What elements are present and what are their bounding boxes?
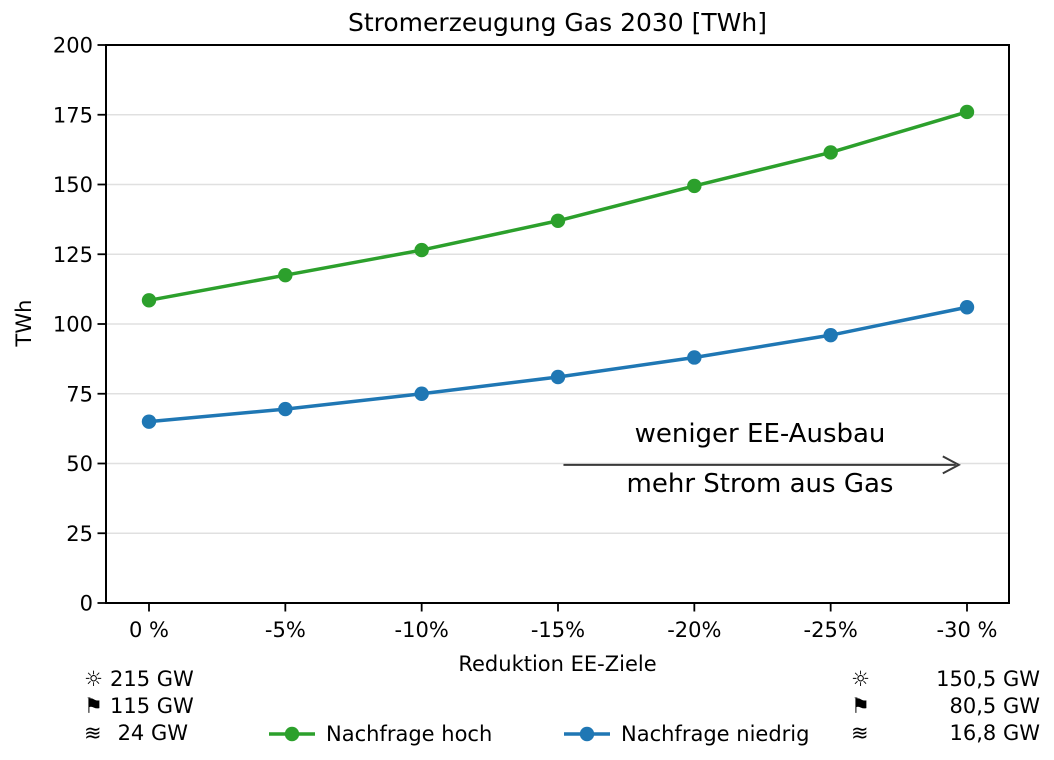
x-tick-label: -20% (667, 618, 721, 642)
data-point-nachfrage-hoch (141, 293, 157, 308)
flag-icon: ⚑ (84, 694, 103, 718)
capacity-value: 215 GW (110, 667, 194, 691)
x-tick-label: -5% (265, 618, 306, 642)
y-tick-label: 0 (80, 592, 93, 616)
data-point-nachfrage-niedrig (550, 369, 566, 385)
capacity-value: 24 GW (117, 721, 188, 745)
annotation-line2: mehr Strom aus Gas (626, 469, 894, 499)
series-line-nachfrage-hoch (148, 110, 968, 303)
legend-line-marker-icon (564, 726, 610, 742)
capacity-value: 80,5 GW (949, 694, 1040, 718)
x-tick-label: -25% (804, 618, 858, 642)
data-point-nachfrage-niedrig (414, 386, 429, 401)
y-tick-label: 50 (66, 452, 93, 476)
y-tick-label: 125 (53, 243, 93, 267)
y-tick-label: 100 (53, 313, 93, 337)
data-point-nachfrage-niedrig (278, 401, 293, 417)
x-tick-label: 0 % (129, 618, 169, 642)
annotation-line1: weniger EE-Ausbau (634, 419, 886, 449)
sun-icon: ☼ (851, 667, 870, 691)
waves-icon: ≋ (84, 721, 102, 745)
data-point-nachfrage-niedrig (687, 350, 702, 365)
flag-icon: ⚑ (851, 694, 870, 718)
capacity-row: ☼ 150,5 GW (851, 666, 1040, 693)
x-tick-label: -30 % (937, 618, 998, 642)
annotation-arrow-head (942, 455, 961, 475)
data-point-nachfrage-niedrig (823, 327, 838, 343)
capacity-value: 115 GW (110, 694, 194, 718)
legend-label: Nachfrage hoch (326, 722, 493, 746)
legend-entry-nachfrage-hoch: Nachfrage hoch (268, 720, 492, 748)
data-point-nachfrage-niedrig (959, 300, 975, 315)
y-tick-label: 200 (53, 34, 93, 58)
capacity-row: ≋ 24 GW (84, 720, 188, 747)
chart-title: Stromerzeugung Gas 2030 [TWh] (347, 8, 767, 37)
capacity-block-left: ☼ 215 GW ⚑ 115 GW ≋ 24 GW (84, 666, 194, 747)
y-tick-label: 150 (53, 173, 93, 197)
data-point-nachfrage-hoch (278, 267, 293, 283)
capacity-row: ☼ 215 GW (84, 666, 194, 693)
data-point-nachfrage-hoch (687, 178, 702, 194)
legend-label: Nachfrage niedrig (621, 722, 810, 746)
waves-icon: ≋ (851, 721, 869, 745)
x-tick-label: -10% (395, 618, 449, 642)
y-tick-label: 175 (53, 103, 93, 127)
sun-icon: ☼ (84, 667, 103, 691)
capacity-row: ⚑ 80,5 GW (851, 693, 1040, 720)
y-tick-label: 25 (66, 522, 93, 546)
legend-entry-nachfrage-niedrig: Nachfrage niedrig (563, 720, 809, 748)
y-axis-label: TWh (12, 299, 36, 347)
capacity-block-right: ☼ 150,5 GW ⚑ 80,5 GW ≋ 16,8 GW (851, 666, 1040, 747)
data-point-nachfrage-niedrig (141, 414, 157, 429)
data-point-nachfrage-hoch (959, 104, 975, 120)
y-tick-label: 75 (66, 382, 93, 406)
capacity-value: 16,8 GW (949, 721, 1040, 745)
capacity-row: ≋ 16,8 GW (851, 720, 1040, 747)
data-point-nachfrage-hoch (550, 213, 566, 228)
capacity-value: 150,5 GW (936, 667, 1040, 691)
capacity-row: ⚑ 115 GW (84, 693, 194, 720)
x-tick-label: -15% (531, 618, 585, 642)
data-point-nachfrage-hoch (823, 145, 838, 160)
x-axis-label: Reduktion EE-Ziele (458, 652, 657, 676)
legend-line-marker-icon (269, 726, 315, 742)
data-point-nachfrage-hoch (414, 242, 429, 258)
